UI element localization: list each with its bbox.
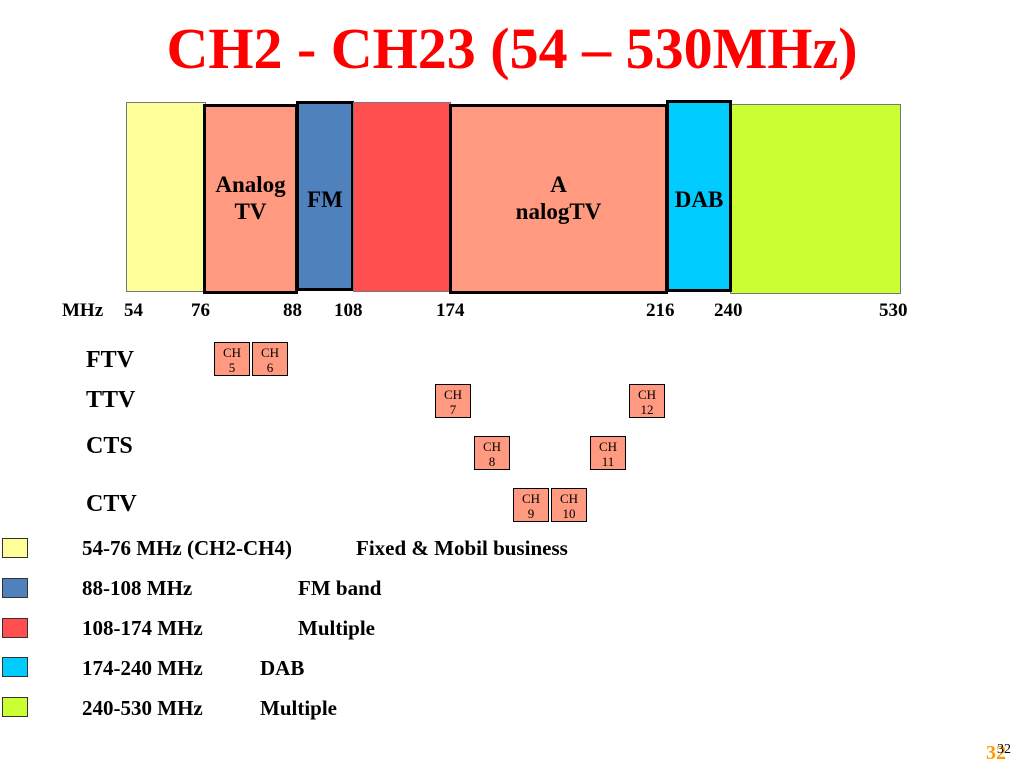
legend-desc-4: DAB	[260, 656, 305, 680]
legend-swatch-blue	[2, 578, 28, 598]
analog-tv-2-line1: A	[550, 172, 567, 197]
channel-box-ch6: CH 6	[252, 342, 288, 376]
ch7-line1: CH	[443, 387, 463, 402]
ch8-line2: 8	[488, 454, 496, 469]
analog-tv-1-line2: TV	[234, 199, 267, 224]
axis-tick-76: 76	[191, 300, 210, 321]
legend-swatch-lime	[2, 697, 28, 717]
fm-label: FM	[307, 187, 343, 212]
ch11-line1: CH	[598, 439, 618, 454]
ch11-line2: 11	[601, 454, 615, 469]
channel-box-ch9: CH 9	[513, 488, 549, 522]
ch5-line2: 5	[228, 360, 236, 375]
ch9-line2: 9	[527, 506, 535, 521]
band-analog-tv-2	[449, 104, 668, 294]
analog-tv-1-line1: Analog	[215, 172, 286, 197]
legend-desc-2: FM band	[298, 576, 382, 600]
analog-tv-1-label: Analog TV	[203, 171, 298, 225]
channel-box-ch11: CH 11	[590, 436, 626, 470]
band-fm	[296, 101, 354, 291]
axis-tick-108: 108	[334, 300, 363, 321]
channel-box-ch7: CH 7	[435, 384, 471, 418]
ch7-line2: 7	[449, 402, 457, 417]
legend-range-2: 88-108 MHz	[82, 576, 193, 600]
slide-number-small: 32	[997, 742, 1011, 757]
legend-swatch-red	[2, 618, 28, 638]
legend-range-1: 54-76 MHz (CH2-CH4)	[82, 536, 292, 560]
band-red-108-174	[353, 102, 451, 292]
slide-title: CH2 - CH23 (54 – 530MHz)	[166, 16, 858, 81]
ch10-line1: CH	[559, 491, 579, 506]
axis-tick-240: 240	[714, 300, 743, 321]
legend-range-3: 108-174 MHz	[82, 616, 203, 640]
legend-range-5: 240-530 MHz	[82, 696, 203, 720]
band-dab	[666, 100, 732, 292]
analog-tv-2-label: A nalogTV	[449, 171, 668, 225]
axis-tick-88: 88	[283, 300, 302, 321]
channel-box-ch8: CH 8	[474, 436, 510, 470]
row-label-ftv: FTV	[86, 347, 134, 373]
ch8-line1: CH	[482, 439, 502, 454]
legend-desc-3: Multiple	[298, 616, 375, 640]
band-analog-tv-1	[203, 104, 298, 294]
row-label-cts: CTS	[86, 433, 133, 459]
legend-swatch-cyan	[2, 657, 28, 677]
dab-label: DAB	[674, 187, 724, 212]
slide-number: 32	[986, 742, 1006, 764]
axis-tick-530: 530	[879, 300, 908, 321]
axis-tick-216: 216	[646, 300, 675, 321]
ch12-line1: CH	[637, 387, 657, 402]
legend-range-4: 174-240 MHz	[82, 656, 203, 680]
band-yellow-54-76	[126, 102, 206, 292]
axis-unit: MHz	[62, 300, 104, 321]
ch6-line2: 6	[266, 360, 274, 375]
legend-desc-5: Multiple	[260, 696, 337, 720]
channel-box-ch12: CH 12	[629, 384, 665, 418]
ch6-line1: CH	[260, 345, 280, 360]
row-label-ttv: TTV	[86, 387, 136, 413]
row-label-ctv: CTV	[86, 491, 137, 517]
analog-tv-2-line2: nalogTV	[515, 199, 602, 224]
axis-tick-54: 54	[124, 300, 143, 321]
axis-tick-174: 174	[436, 300, 465, 321]
band-lime-240-530	[730, 104, 901, 294]
legend-swatch-yellow	[2, 538, 28, 558]
ch12-line2: 12	[640, 402, 654, 417]
ch9-line1: CH	[521, 491, 541, 506]
channel-box-ch5: CH 5	[214, 342, 250, 376]
ch10-line2: 10	[562, 506, 576, 521]
ch5-line1: CH	[222, 345, 242, 360]
legend-desc-1: Fixed & Mobil business	[356, 536, 568, 560]
channel-box-ch10: CH 10	[551, 488, 587, 522]
